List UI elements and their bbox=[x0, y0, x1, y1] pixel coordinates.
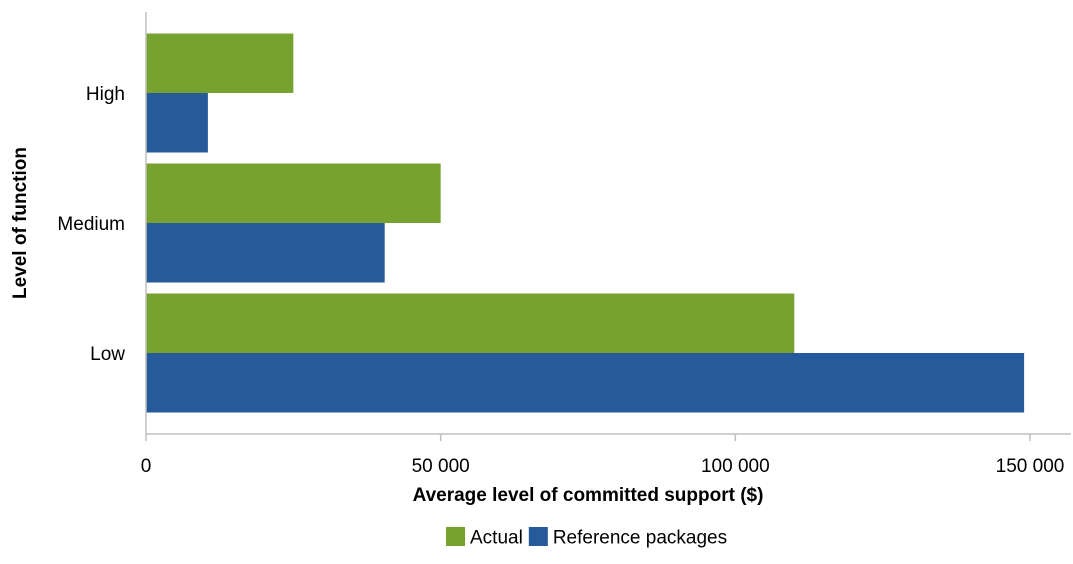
y-axis-title: Level of function bbox=[10, 147, 31, 299]
x-tick-label-0: 0 bbox=[141, 456, 152, 477]
x-ticks: 0 50 000 100 000 150 000 bbox=[141, 434, 1065, 477]
y-category-label-medium: Medium bbox=[57, 214, 125, 235]
legend-swatch-actual bbox=[446, 527, 465, 546]
bar-medium-reference-packages bbox=[146, 223, 385, 283]
x-tick-label-2: 100 000 bbox=[701, 456, 770, 477]
legend-label-reference-packages: Reference packages bbox=[553, 528, 727, 549]
y-category-label-low: Low bbox=[90, 344, 125, 365]
x-tick-label-1: 50 000 bbox=[412, 456, 470, 477]
legend-label-actual: Actual bbox=[470, 528, 523, 549]
bars-layer bbox=[146, 33, 1025, 413]
axes-layer bbox=[145, 12, 1071, 435]
y-category-label-high: High bbox=[86, 84, 125, 105]
bar-low-reference-packages bbox=[146, 353, 1025, 413]
x-tick-label-3: 150 000 bbox=[996, 456, 1065, 477]
bar-high-reference-packages bbox=[146, 93, 208, 153]
legend-swatch-reference-packages bbox=[528, 527, 548, 546]
legend: Actual Reference packages bbox=[446, 527, 727, 549]
bar-medium-actual bbox=[146, 163, 441, 223]
bar-high-actual bbox=[146, 33, 294, 93]
y-category-labels: High Medium Low bbox=[57, 84, 125, 365]
x-axis-title: Average level of committed support ($) bbox=[413, 485, 764, 506]
bar-low-actual bbox=[146, 293, 795, 353]
